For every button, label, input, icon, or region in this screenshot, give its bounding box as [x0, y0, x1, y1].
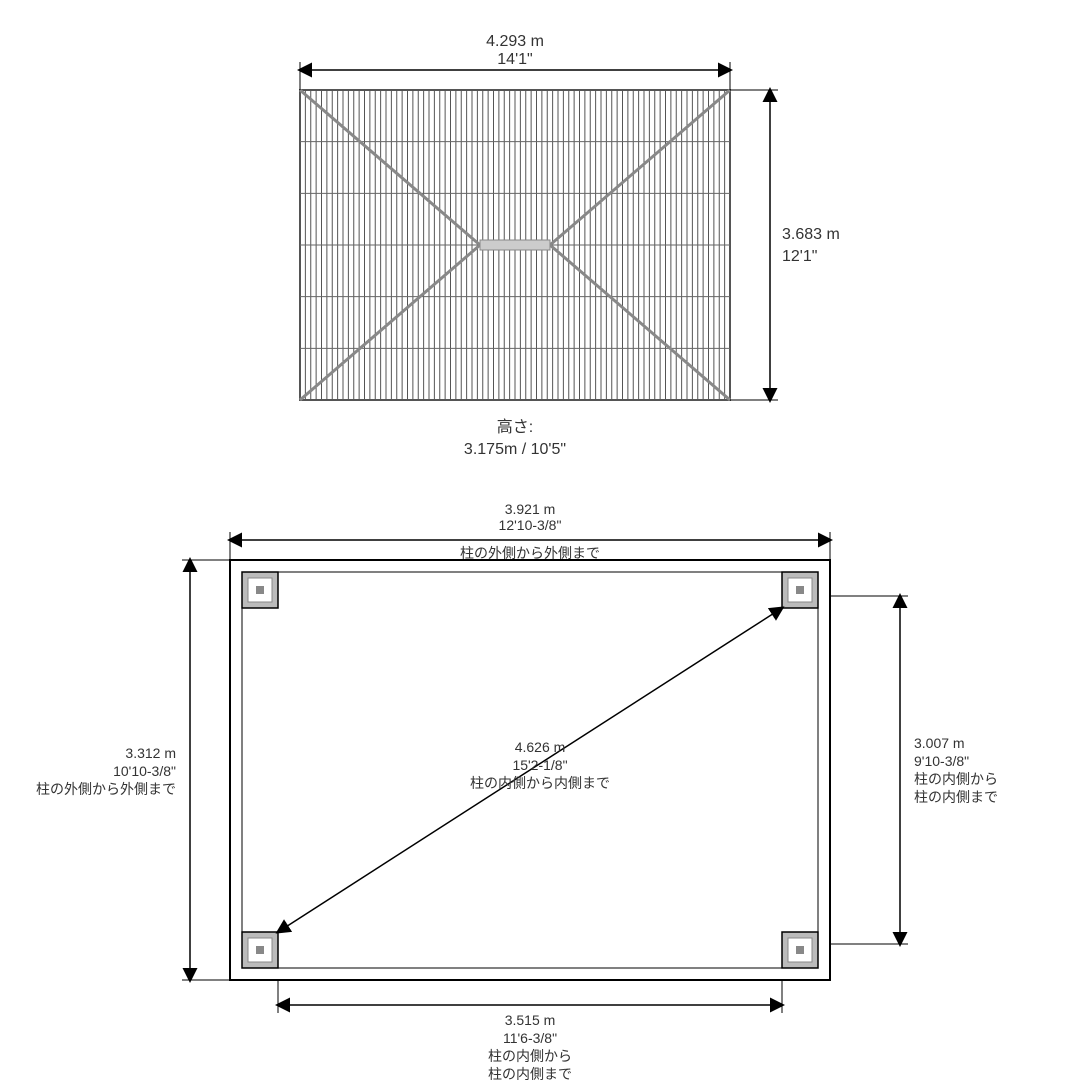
roof-depth-metric: 3.683 m [782, 226, 840, 243]
inner-height-note-2: 柱の内側まで [914, 789, 998, 805]
dim-outer-height: 3.312 m 10'10-3/8" 柱の外側から外側まで [36, 560, 230, 980]
inner-width-metric: 3.515 m [505, 1012, 556, 1028]
dim-inner-height: 3.007 m 9'10-3/8" 柱の内側から 柱の内側まで [830, 596, 998, 944]
inner-height-imperial: 9'10-3/8" [914, 753, 969, 769]
post-plan-view: 3.921 m 12'10-3/8" 柱の外側から外側まで 3.312 m 10… [36, 501, 998, 1080]
inner-height-metric: 3.007 m [914, 735, 965, 751]
height-prefix: 高さ: [497, 418, 533, 436]
roof-top-view: 4.293 m 14'1" 3.683 m 12'1" 高さ: 3.175m /… [300, 33, 840, 458]
outer-height-metric: 3.312 m [125, 745, 176, 761]
roof-depth-imperial: 12'1" [782, 248, 817, 265]
inner-height-note-1: 柱の内側から [914, 771, 998, 787]
dim-diagonal: 4.626 m 15'2-1/8" 柱の内側から内側まで [278, 608, 782, 932]
dim-roof-depth: 3.683 m 12'1" [730, 90, 840, 400]
outer-width-imperial: 12'10-3/8" [499, 517, 562, 533]
inner-width-note-2: 柱の内側まで [488, 1066, 572, 1080]
inner-width-imperial: 11'6-3/8" [503, 1030, 557, 1046]
outer-height-imperial: 10'10-3/8" [113, 763, 176, 779]
dim-roof-width: 4.293 m 14'1" [300, 33, 730, 90]
outer-width-note: 柱の外側から外側まで [460, 545, 600, 561]
dim-outer-width: 3.921 m 12'10-3/8" 柱の外側から外側まで [230, 501, 830, 561]
outer-width-metric: 3.921 m [505, 501, 556, 517]
outer-height-note: 柱の外側から外側まで [36, 781, 176, 797]
diagonal-imperial: 15'2-1/8" [512, 757, 567, 773]
height-value: 3.175m / 10'5" [464, 441, 566, 458]
inner-width-note-1: 柱の内側から [488, 1048, 572, 1064]
dim-inner-width: 3.515 m 11'6-3/8" 柱の内側から 柱の内側まで [278, 980, 782, 1080]
roof-width-metric: 4.293 m [486, 33, 544, 50]
dimension-diagram: 4.293 m 14'1" 3.683 m 12'1" 高さ: 3.175m /… [0, 0, 1080, 1080]
diagonal-note: 柱の内側から内側まで [470, 775, 610, 791]
diagonal-metric: 4.626 m [515, 739, 566, 755]
roof-width-imperial: 14'1" [497, 51, 532, 68]
